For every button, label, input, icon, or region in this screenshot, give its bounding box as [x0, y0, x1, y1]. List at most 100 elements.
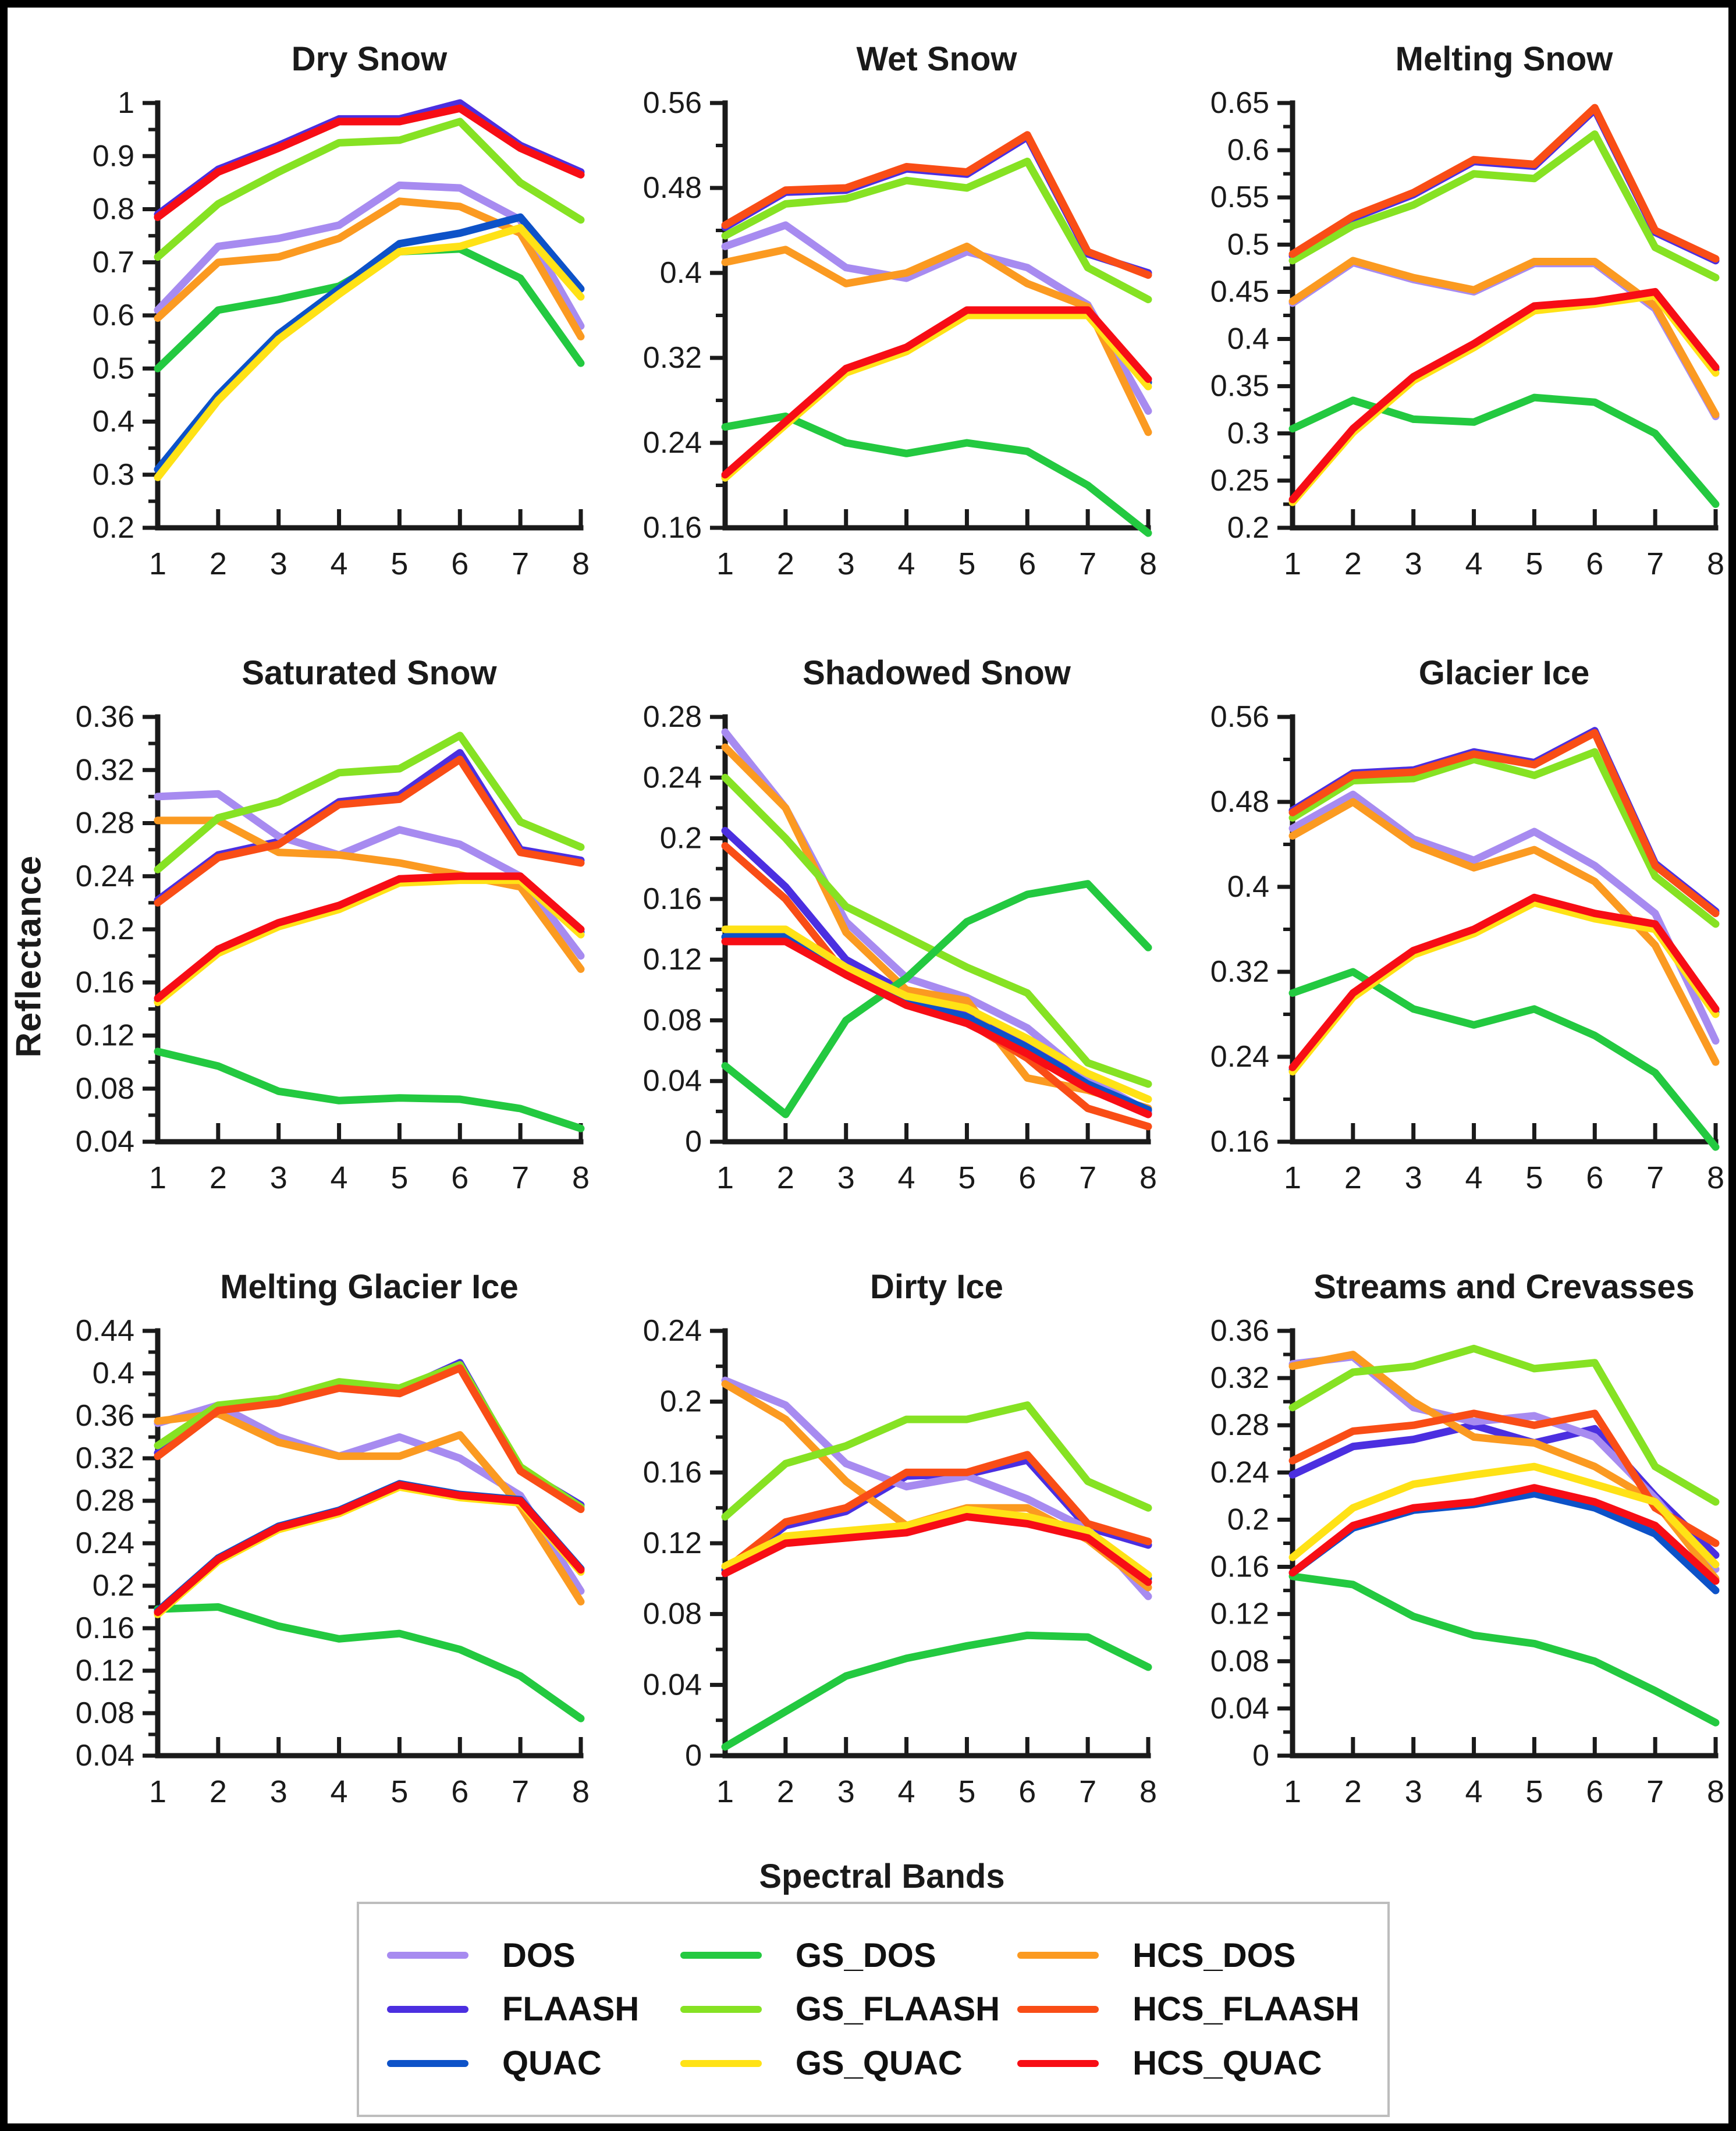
series-line-hcs-dos — [721, 242, 1152, 436]
x-tick-label: 5 — [958, 546, 975, 581]
series-line-gs-quac — [721, 311, 1152, 482]
series-line-hcs-dos — [1288, 257, 1720, 418]
x-tick-label: 2 — [1344, 1774, 1362, 1809]
y-tick-label: 0.36 — [1210, 1314, 1269, 1348]
series-line-dos — [1288, 790, 1720, 1045]
hcs-quac-line-swatch — [1017, 2059, 1099, 2067]
y-tick-label: 0.4 — [93, 1356, 134, 1390]
x-tick-label: 1 — [716, 1774, 734, 1809]
series-line-hcs-flaash — [154, 1364, 585, 1514]
chart-melting-snow: Melting Snow 0.2 0.25 0.3 0.35 0.4 0.45 0.5 0.55… — [1166, 20, 1728, 634]
gs-flaash-line-swatch — [680, 2005, 762, 2013]
chart-melting-glacier-ice: Melting Glacier Ice 0.04 0.08 0.12 0.16 0.2 0.… — [31, 1248, 598, 1862]
series-line-hcs-quac — [154, 1481, 585, 1617]
series-line-gs-dos — [1288, 393, 1720, 508]
x-tick-label: 4 — [898, 1160, 915, 1195]
y-tick-label: 0.36 — [76, 700, 134, 734]
series-line-hcs-quac — [721, 306, 1152, 479]
y-tick-label: 0.24 — [1210, 1040, 1269, 1074]
chart-wet-snow: Wet Snow 0.16 0.24 0.32 0.4 0.48 0.56 1 2 3 4 5 6 7 8 — [598, 20, 1166, 634]
y-tick-label: 0.48 — [1210, 785, 1269, 819]
y-tick-label: 0.04 — [76, 1125, 134, 1159]
y-tick-label: 0.9 — [93, 139, 134, 173]
chart-canvas: Shadowed Snow 0 0.04 0.08 0.12 0.16 0.2 0.24 0.2… — [643, 654, 1157, 1195]
series-line-gs-dos — [721, 880, 1152, 1118]
y-tick-label: 0.6 — [93, 299, 134, 332]
series-line-gs-flaash — [1288, 748, 1720, 928]
x-tick-label: 1 — [1284, 1774, 1301, 1809]
y-tick-label: 0.16 — [643, 882, 702, 916]
series-line-gs-quac — [721, 925, 1152, 1103]
x-tick-label: 3 — [1405, 546, 1422, 581]
y-tick-label: 0.12 — [1210, 1597, 1269, 1631]
series-line-gs-dos — [154, 1047, 585, 1132]
series-line-hcs-flaash — [1288, 729, 1720, 918]
legend-item-flaash: FLAASH — [387, 1983, 663, 2037]
y-tick-label: 0.04 — [643, 1668, 702, 1702]
x-tick-label: 7 — [1079, 1774, 1096, 1809]
y-tick-label: 0.08 — [1210, 1645, 1269, 1678]
series-line-gs-flaash — [154, 731, 585, 873]
x-tick-label: 1 — [716, 1160, 734, 1195]
legend-label: HCS_QUAC — [1133, 2044, 1322, 2083]
chart-shadowed-snow: Shadowed Snow 0 0.04 0.08 0.12 0.16 0.2 0.24 0.2… — [598, 634, 1166, 1248]
chart-title: Glacier Ice — [1419, 654, 1589, 692]
series-line-gs-quac — [154, 223, 585, 481]
x-tick-label: 7 — [512, 1774, 529, 1809]
x-tick-label: 3 — [837, 1774, 855, 1809]
series-line-gs-quac — [1288, 1462, 1720, 1568]
x-tick-label: 8 — [1707, 1160, 1724, 1195]
chart-title: Shadowed Snow — [803, 654, 1071, 692]
chart-canvas: Wet Snow 0.16 0.24 0.32 0.4 0.48 0.56 1 2 3 4 5 6 7 8 — [643, 40, 1157, 581]
series-line-gs-dos — [721, 1631, 1152, 1751]
y-tick-label: 0.16 — [76, 1611, 134, 1645]
y-tick-label: 0.24 — [76, 859, 134, 893]
y-tick-label: 0.2 — [93, 912, 134, 946]
x-tick-label: 6 — [451, 1160, 468, 1195]
x-tick-label: 8 — [572, 1160, 590, 1195]
x-tick-label: 2 — [1344, 1160, 1362, 1195]
x-tick-label: 8 — [572, 546, 590, 581]
y-tick-label: 0.16 — [76, 965, 134, 999]
y-tick-label: 0.32 — [76, 1441, 134, 1475]
y-tick-label: 0.2 — [660, 822, 702, 855]
charts-grid: Dry Snow 0.2 0.3 0.4 0.5 0.6 0.7 0.8 0.9 1 1 2 3 4 5 6 7… — [31, 20, 1728, 1862]
y-tick-label: 0.08 — [643, 1003, 702, 1037]
x-tick-label: 7 — [512, 546, 529, 581]
x-tick-label: 7 — [1646, 546, 1664, 581]
x-tick-label: 7 — [512, 1160, 529, 1195]
y-tick-label: 0.5 — [93, 351, 134, 385]
x-tick-label: 3 — [270, 1160, 287, 1195]
y-tick-label: 0.2 — [660, 1385, 702, 1419]
y-tick-label: 0.36 — [76, 1399, 134, 1433]
x-tick-label: 5 — [1525, 546, 1543, 581]
legend-label: FLAASH — [502, 1990, 640, 2029]
legend-item-hcs-flaash: HCS_FLAASH — [1017, 1983, 1359, 2037]
y-tick-label: 0.16 — [643, 511, 702, 545]
y-tick-label: 0.48 — [643, 171, 702, 205]
series-line-gs-flaash — [1288, 1344, 1720, 1506]
legend-label: HCS_DOS — [1133, 1936, 1296, 1974]
y-tick-label: 0.12 — [76, 1654, 134, 1688]
legend-label: GS_QUAC — [795, 2044, 963, 2083]
y-tick-label: 0.16 — [643, 1455, 702, 1489]
series-line-hcs-quac — [721, 1512, 1152, 1586]
legend-item-gs-dos: GS_DOS — [680, 1928, 1000, 1983]
x-tick-label: 2 — [777, 1774, 794, 1809]
y-tick-label: 0.65 — [1210, 86, 1269, 120]
series-line-gs-flaash — [154, 1361, 585, 1511]
series-line-hcs-dos — [154, 1409, 585, 1606]
x-tick-label: 8 — [1139, 1160, 1157, 1195]
x-tick-label: 1 — [149, 1774, 166, 1809]
chart-canvas: Dirty Ice 0 0.04 0.08 0.12 0.16 0.2 0.24 1 2 3 4 5 6 7… — [643, 1268, 1157, 1809]
series-line-hcs-flaash — [154, 755, 585, 907]
x-tick-label: 3 — [270, 1774, 287, 1809]
y-tick-label: 0.2 — [93, 511, 134, 545]
y-tick-label: 0.55 — [1210, 180, 1269, 214]
x-tick-label: 4 — [1465, 1774, 1483, 1809]
gs-quac-line-swatch — [680, 2059, 762, 2067]
series-line-gs-flaash — [721, 157, 1152, 304]
x-tick-label: 5 — [390, 546, 408, 581]
legend-label: GS_DOS — [795, 1936, 936, 1974]
y-tick-label: 0.6 — [1227, 133, 1269, 167]
